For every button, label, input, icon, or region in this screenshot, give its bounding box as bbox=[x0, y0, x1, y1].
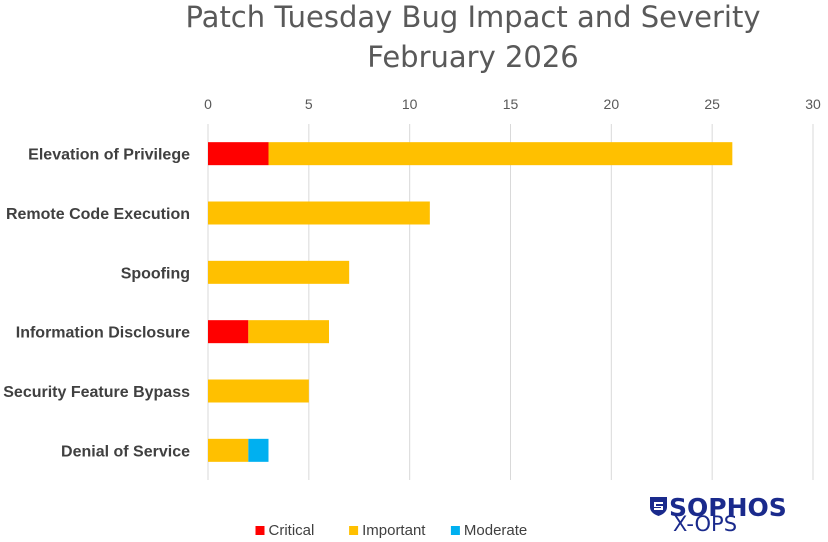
x-tick-label: 15 bbox=[503, 96, 519, 112]
x-tick-label: 5 bbox=[305, 96, 313, 112]
bar-important-4 bbox=[248, 320, 329, 344]
bar-critical-1 bbox=[208, 142, 269, 166]
category-label: Elevation of Privilege bbox=[28, 147, 190, 164]
gridlines bbox=[207, 124, 814, 480]
legend-swatch-moderate bbox=[450, 526, 460, 535]
x-tick-label: 30 bbox=[805, 96, 821, 112]
logo-sub: X-OPS bbox=[673, 512, 737, 536]
x-tick-label: 0 bbox=[204, 96, 212, 112]
x-axis-ticks: 0 5 10 15 20 25 30 bbox=[204, 96, 821, 112]
chart-title-line-2: February 2026 bbox=[367, 40, 579, 74]
bars bbox=[208, 142, 733, 462]
bar-important-5 bbox=[208, 379, 309, 403]
legend-swatch-critical bbox=[255, 526, 265, 535]
legend-label-moderate: Moderate bbox=[464, 522, 527, 539]
category-label: Remote Code Execution bbox=[6, 206, 190, 223]
category-label: Information Disclosure bbox=[16, 325, 190, 342]
sophos-logo: SOPHOS X-OPS bbox=[650, 493, 787, 536]
legend-swatch-important bbox=[349, 526, 359, 535]
logo-name: SOPHOS bbox=[669, 493, 787, 522]
bar-important-1 bbox=[268, 142, 733, 166]
x-tick-label: 20 bbox=[604, 96, 620, 112]
bar-moderate-6 bbox=[248, 438, 269, 462]
legend-label-important: Important bbox=[362, 522, 426, 539]
bar-critical-4 bbox=[208, 320, 249, 344]
legend-label-critical: Critical bbox=[269, 522, 315, 539]
bar-important-2 bbox=[208, 201, 430, 225]
category-label: Security Feature Bypass bbox=[3, 384, 190, 401]
category-labels: Elevation of Privilege Remote Code Execut… bbox=[3, 147, 190, 461]
bar-important-6 bbox=[208, 438, 249, 462]
category-label: Denial of Service bbox=[61, 443, 190, 460]
chart-title-line-1: Patch Tuesday Bug Impact and Severity bbox=[185, 0, 760, 34]
x-tick-label: 25 bbox=[704, 96, 720, 112]
x-tick-label: 10 bbox=[402, 96, 418, 112]
category-label: Spoofing bbox=[121, 265, 190, 282]
bar-important-3 bbox=[208, 260, 350, 284]
legend: Critical Important Moderate bbox=[255, 522, 527, 539]
